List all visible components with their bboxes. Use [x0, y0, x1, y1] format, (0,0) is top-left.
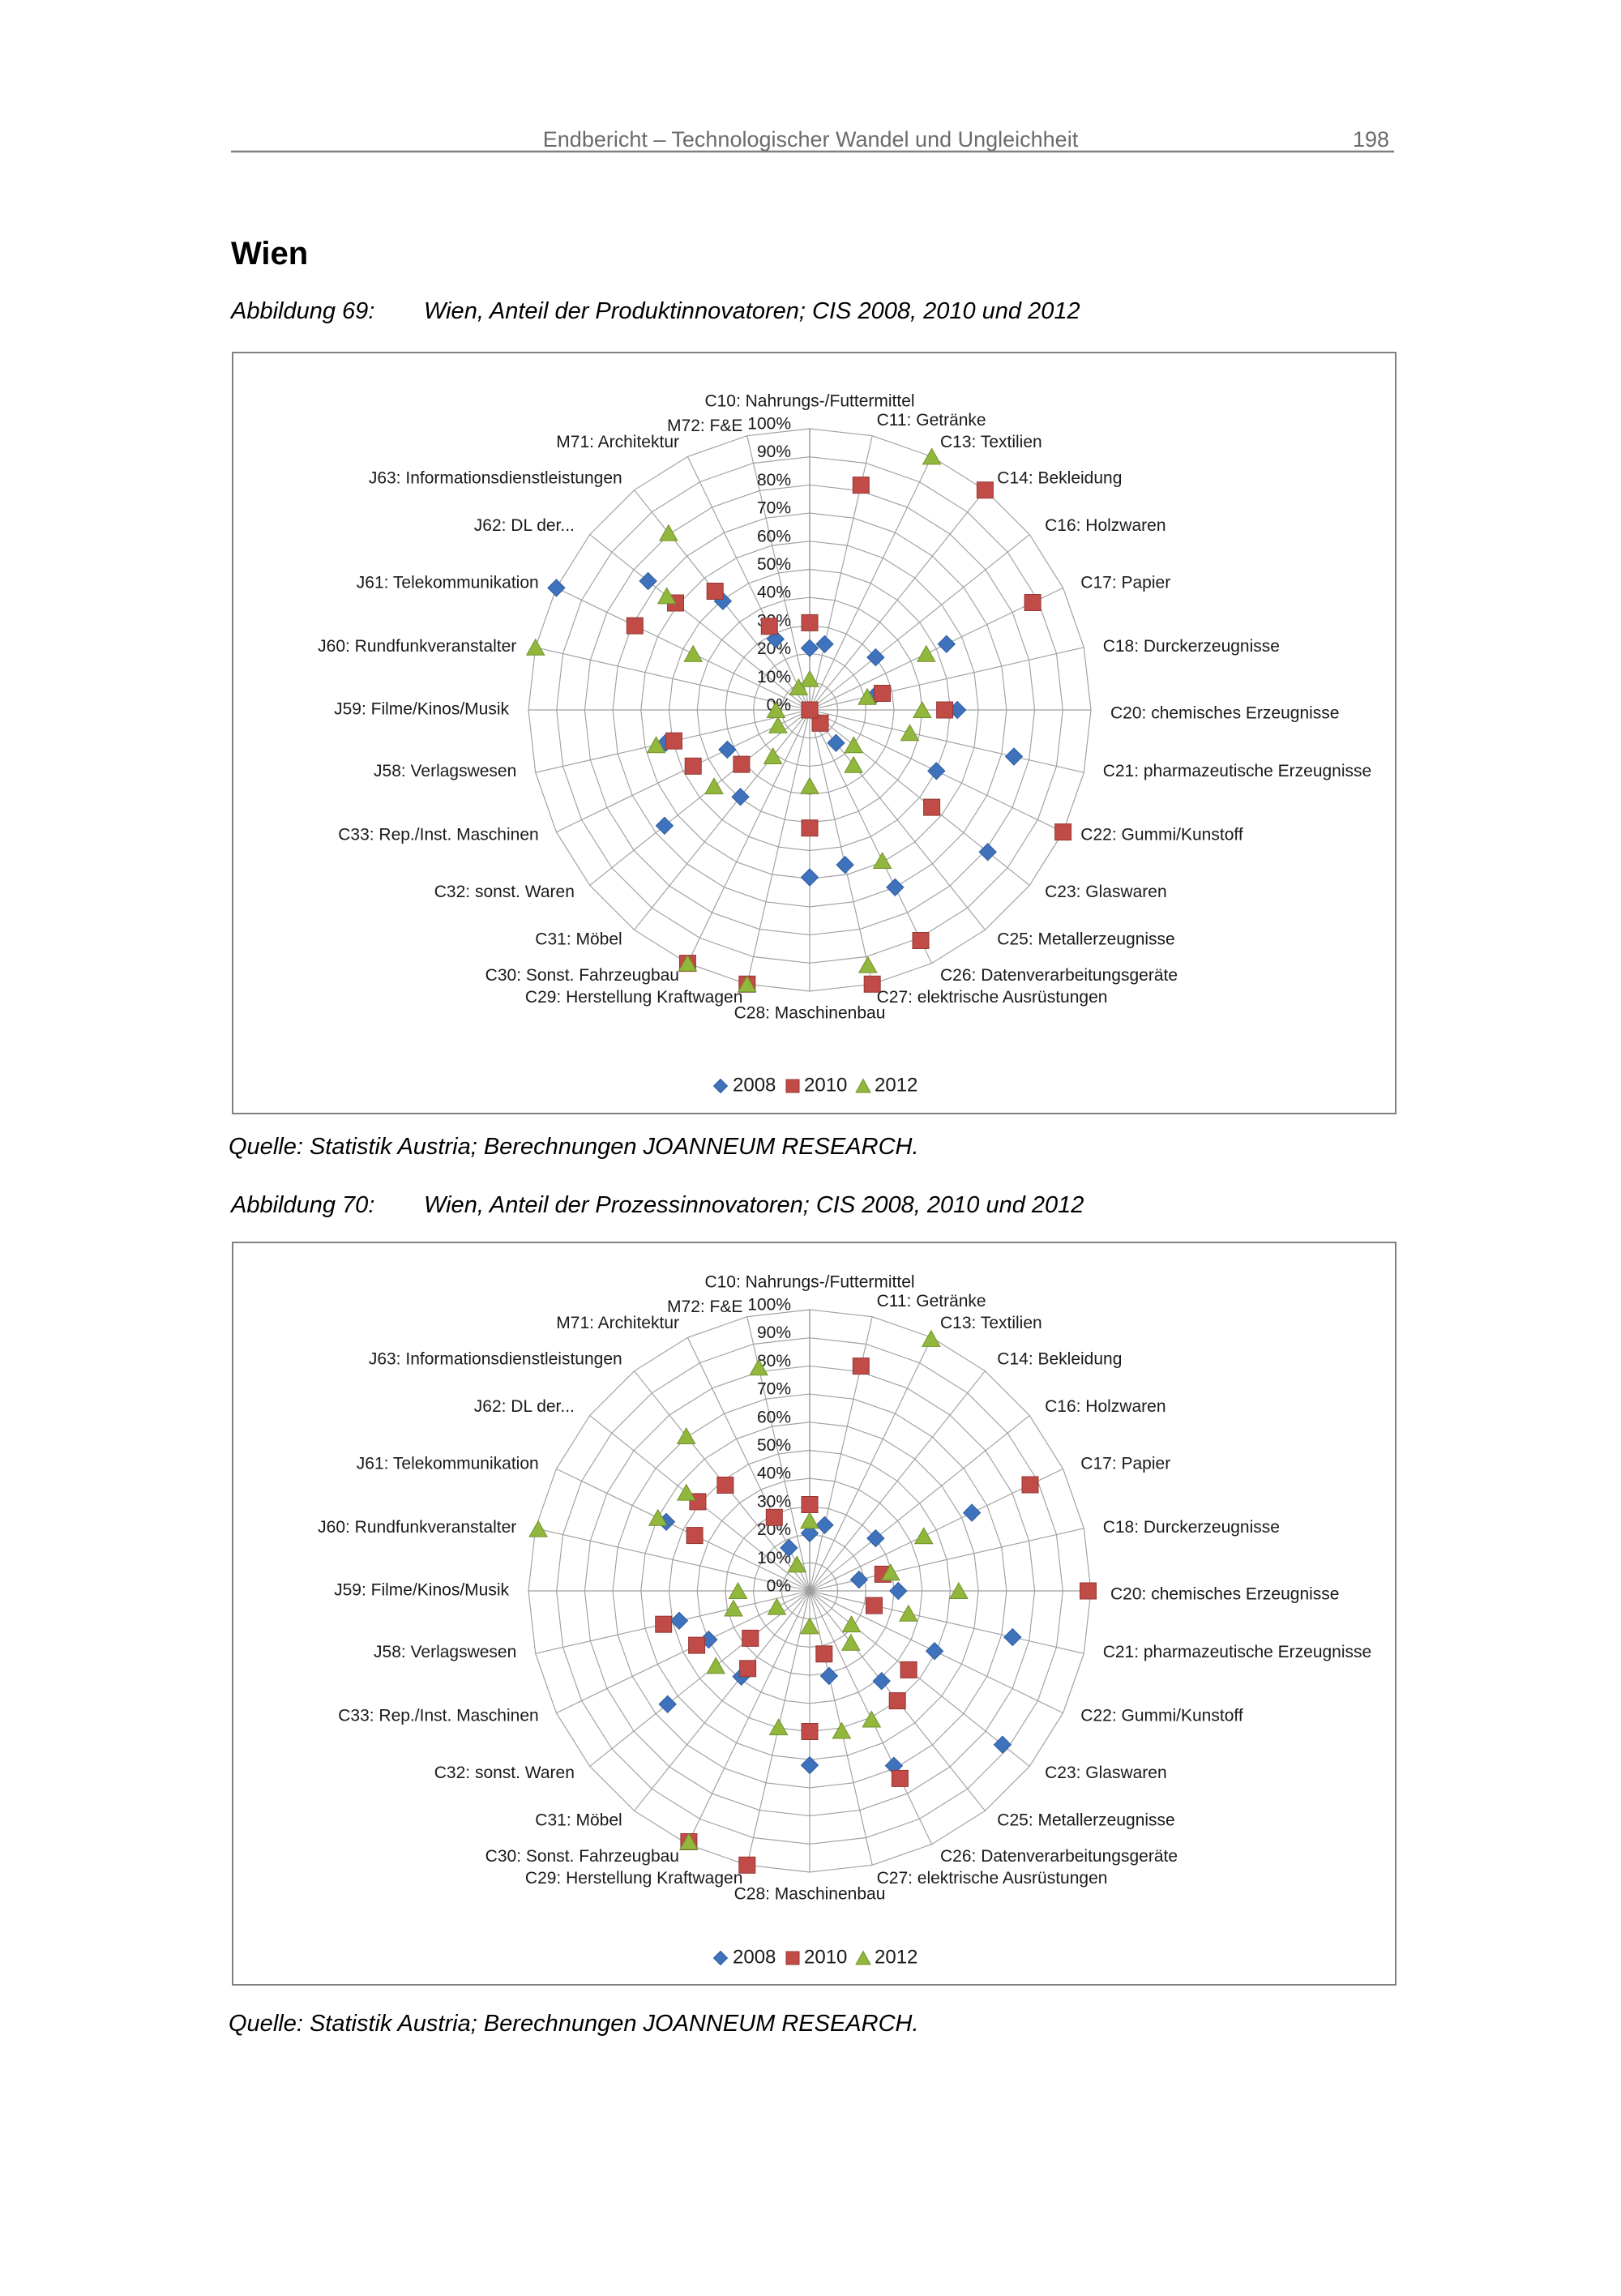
svg-text:2010: 2010	[804, 1946, 847, 1968]
svg-text:100%: 100%	[747, 1296, 791, 1315]
svg-text:C23: Glaswaren: C23: Glaswaren	[1045, 883, 1167, 901]
svg-text:90%: 90%	[757, 443, 791, 461]
svg-text:60%: 60%	[757, 1408, 791, 1426]
svg-text:40%: 40%	[757, 584, 791, 602]
svg-text:C18: Durckerzeugnisse: C18: Durckerzeugnisse	[1103, 1518, 1280, 1537]
svg-text:C11: Getränke: C11: Getränke	[877, 411, 986, 430]
svg-text:C16: Holzwaren: C16: Holzwaren	[1045, 1397, 1165, 1416]
svg-text:10%: 10%	[757, 668, 791, 686]
svg-text:80%: 80%	[757, 471, 791, 490]
svg-text:2008: 2008	[733, 1946, 776, 1968]
svg-text:70%: 70%	[757, 499, 791, 518]
svg-text:C26: Datenverarbeitungsgeräte: C26: Datenverarbeitungsgeräte	[940, 1847, 1178, 1866]
svg-text:C32: sonst. Waren: C32: sonst. Waren	[434, 1764, 575, 1782]
svg-text:C22: Gummi/Kunstoff: C22: Gummi/Kunstoff	[1080, 1707, 1243, 1725]
svg-text:C10: Nahrungs-/Futtermittel: C10: Nahrungs-/Futtermittel	[704, 392, 914, 411]
svg-text:50%: 50%	[757, 1436, 791, 1455]
svg-text:60%: 60%	[757, 527, 791, 545]
svg-text:J60: Rundfunkveranstalter: J60: Rundfunkveranstalter	[318, 1518, 516, 1537]
svg-text:C17: Papier: C17: Papier	[1080, 574, 1170, 592]
svg-text:Endbericht – Technologischer W: Endbericht – Technologischer Wandel und …	[543, 127, 1079, 152]
svg-text:Wien, Anteil der Produktinnova: Wien, Anteil der Produktinnovatoren; CIS…	[424, 298, 1080, 324]
svg-text:10%: 10%	[757, 1549, 791, 1567]
svg-text:C30: Sonst. Fahrzeugbau: C30: Sonst. Fahrzeugbau	[485, 966, 679, 985]
svg-text:C10: Nahrungs-/Futtermittel: C10: Nahrungs-/Futtermittel	[704, 1273, 914, 1292]
svg-text:J59: Filme/Kinos/Musik: J59: Filme/Kinos/Musik	[334, 700, 509, 719]
svg-text:Abbildung 69:: Abbildung 69:	[229, 298, 374, 324]
svg-text:C28: Maschinenbau: C28: Maschinenbau	[734, 1004, 886, 1023]
svg-text:198: 198	[1353, 127, 1389, 152]
svg-text:C23: Glaswaren: C23: Glaswaren	[1045, 1764, 1167, 1782]
svg-text:M71: Architektur: M71: Architektur	[556, 1314, 679, 1332]
svg-text:C29: Herstellung Kraftwagen: C29: Herstellung Kraftwagen	[525, 988, 742, 1007]
svg-text:C25: Metallerzeugnisse: C25: Metallerzeugnisse	[997, 930, 1174, 949]
svg-text:C25: Metallerzeugnisse: C25: Metallerzeugnisse	[997, 1811, 1174, 1830]
svg-text:C11: Getränke: C11: Getränke	[877, 1292, 986, 1310]
svg-text:C29: Herstellung Kraftwagen: C29: Herstellung Kraftwagen	[525, 1869, 742, 1888]
svg-text:80%: 80%	[757, 1352, 791, 1370]
svg-text:C17: Papier: C17: Papier	[1080, 1455, 1170, 1473]
svg-text:J61: Telekommunikation: J61: Telekommunikation	[357, 1455, 539, 1473]
svg-text:C20: chemisches Erzeugnisse: C20: chemisches Erzeugnisse	[1110, 1585, 1339, 1604]
svg-text:C13: Textilien: C13: Textilien	[940, 1314, 1042, 1332]
svg-text:J61: Telekommunikation: J61: Telekommunikation	[357, 574, 539, 592]
svg-text:C27: elektrische Ausrüstungen: C27: elektrische Ausrüstungen	[877, 988, 1108, 1007]
svg-text:C21: pharmazeutische Erzeugnis: C21: pharmazeutische Erzeugnisse	[1103, 1643, 1372, 1661]
svg-text:2012: 2012	[875, 1074, 917, 1096]
svg-text:Abbildung 70:: Abbildung 70:	[229, 1192, 374, 1218]
svg-text:30%: 30%	[757, 1492, 791, 1511]
svg-text:100%: 100%	[747, 415, 791, 434]
svg-text:C32: sonst. Waren: C32: sonst. Waren	[434, 883, 575, 901]
svg-text:J62: DL der...: J62: DL der...	[474, 1397, 575, 1416]
svg-text:Wien, Anteil der Prozessinnova: Wien, Anteil der Prozessinnovatoren; CIS…	[424, 1192, 1084, 1218]
svg-text:C30: Sonst. Fahrzeugbau: C30: Sonst. Fahrzeugbau	[485, 1847, 679, 1866]
svg-text:C31: Möbel: C31: Möbel	[535, 1811, 622, 1830]
svg-text:Quelle: Statistik Austria; Ber: Quelle: Statistik Austria; Berechnungen …	[229, 1134, 919, 1160]
svg-text:C33: Rep./Inst. Maschinen: C33: Rep./Inst. Maschinen	[338, 826, 538, 844]
svg-text:J58: Verlagswesen: J58: Verlagswesen	[374, 762, 516, 780]
svg-text:40%: 40%	[757, 1464, 791, 1483]
svg-text:2008: 2008	[733, 1074, 776, 1096]
svg-text:C22: Gummi/Kunstoff: C22: Gummi/Kunstoff	[1080, 826, 1243, 844]
svg-text:70%: 70%	[757, 1380, 791, 1399]
svg-text:0%: 0%	[767, 1577, 791, 1596]
svg-text:J63: Informationsdienstleistun: J63: Informationsdienstleistungen	[369, 1349, 622, 1368]
svg-text:J62: DL der...: J62: DL der...	[474, 516, 575, 535]
svg-text:20%: 20%	[757, 639, 791, 658]
svg-text:M72: F&E: M72: F&E	[667, 417, 742, 435]
svg-text:J58: Verlagswesen: J58: Verlagswesen	[374, 1643, 516, 1661]
svg-text:C26: Datenverarbeitungsgeräte: C26: Datenverarbeitungsgeräte	[940, 966, 1178, 985]
svg-text:C16: Holzwaren: C16: Holzwaren	[1045, 516, 1165, 535]
svg-text:C14: Bekleidung: C14: Bekleidung	[997, 1349, 1122, 1368]
svg-text:50%: 50%	[757, 555, 791, 574]
svg-text:C13: Textilien: C13: Textilien	[940, 433, 1042, 451]
svg-text:90%: 90%	[757, 1323, 791, 1342]
svg-text:Quelle: Statistik Austria; Ber: Quelle: Statistik Austria; Berechnungen …	[229, 2011, 919, 2037]
svg-text:2010: 2010	[804, 1074, 847, 1096]
svg-text:C18: Durckerzeugnisse: C18: Durckerzeugnisse	[1103, 637, 1280, 656]
svg-text:C27: elektrische Ausrüstungen: C27: elektrische Ausrüstungen	[877, 1869, 1108, 1888]
svg-text:M72: F&E: M72: F&E	[667, 1298, 742, 1316]
svg-text:C33: Rep./Inst. Maschinen: C33: Rep./Inst. Maschinen	[338, 1707, 538, 1725]
svg-text:C20: chemisches Erzeugnisse: C20: chemisches Erzeugnisse	[1110, 704, 1339, 723]
svg-text:Wien: Wien	[231, 236, 308, 272]
svg-text:C28: Maschinenbau: C28: Maschinenbau	[734, 1885, 886, 1904]
svg-text:C21: pharmazeutische Erzeugnis: C21: pharmazeutische Erzeugnisse	[1103, 762, 1372, 780]
svg-text:C31: Möbel: C31: Möbel	[535, 930, 622, 949]
svg-text:J59: Filme/Kinos/Musik: J59: Filme/Kinos/Musik	[334, 1581, 509, 1600]
svg-text:M71: Architektur: M71: Architektur	[556, 433, 679, 451]
svg-text:C14: Bekleidung: C14: Bekleidung	[997, 468, 1122, 487]
svg-text:J63: Informationsdienstleistun: J63: Informationsdienstleistungen	[369, 468, 622, 487]
svg-text:2012: 2012	[875, 1946, 917, 1968]
svg-text:J60: Rundfunkveranstalter: J60: Rundfunkveranstalter	[318, 637, 516, 656]
